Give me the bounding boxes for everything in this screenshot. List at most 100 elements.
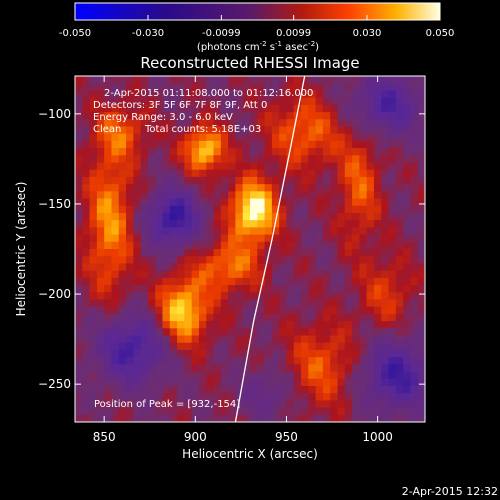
- heatmap-cell: [82, 357, 91, 365]
- heatmap-cell: [250, 205, 258, 214]
- heatmap-cell: [366, 400, 375, 409]
- heatmap-cell: [373, 292, 382, 301]
- heatmap-cell: [417, 148, 425, 156]
- heatmap-cell: [228, 414, 237, 422]
- heatmap-cell: [308, 220, 317, 228]
- heatmap-cell: [366, 263, 375, 272]
- heatmap-cell: [308, 342, 317, 351]
- heatmap-cell: [410, 212, 419, 221]
- heatmap-cell: [337, 169, 346, 178]
- heatmap-cell: [264, 126, 273, 135]
- heatmap-cell: [96, 321, 105, 329]
- heatmap-cell: [286, 119, 295, 128]
- heatmap-cell: [104, 83, 113, 92]
- heatmap-cell: [250, 234, 258, 243]
- heatmap-cell: [213, 270, 222, 279]
- heatmap-cell: [344, 76, 353, 84]
- heatmap-cell: [395, 148, 404, 156]
- heatmap-cell: [82, 169, 91, 178]
- heatmap-cell: [162, 184, 171, 192]
- heatmap-cell: [206, 277, 215, 286]
- heatmap-cell: [352, 184, 360, 192]
- heatmap-cell: [133, 176, 142, 185]
- heatmap-cell: [279, 97, 288, 106]
- heatmap-cell: [111, 90, 120, 99]
- heatmap-cell: [271, 184, 280, 192]
- heatmap-cell: [315, 299, 324, 308]
- heatmap-cell: [395, 176, 404, 185]
- heatmap-cell: [242, 241, 251, 250]
- heatmap-cell: [242, 364, 251, 373]
- heatmap-cell: [155, 335, 164, 344]
- heatmap-cell: [344, 414, 353, 422]
- heatmap-cell: [126, 393, 134, 401]
- heatmap-cell: [344, 256, 353, 265]
- heatmap-cell: [264, 119, 273, 128]
- heatmap-cell: [140, 357, 149, 365]
- heatmap-cell: [147, 385, 156, 394]
- heatmap-cell: [140, 83, 149, 92]
- heatmap-cell: [271, 306, 280, 315]
- heatmap-cell: [220, 285, 229, 293]
- heatmap-cell: [89, 407, 98, 416]
- heatmap-cell: [147, 112, 156, 120]
- heatmap-cell: [264, 133, 273, 142]
- heatmap-cell: [250, 256, 258, 265]
- heatmap-cell: [75, 292, 83, 301]
- heatmap-cell: [96, 349, 105, 358]
- heatmap-cell: [264, 234, 273, 243]
- heatmap-cell: [169, 241, 178, 250]
- heatmap-cell: [118, 162, 127, 171]
- heatmap-cell: [206, 364, 215, 373]
- heatmap-cell: [184, 119, 193, 128]
- heatmap-cell: [344, 277, 353, 286]
- heatmap-cell: [184, 328, 193, 337]
- heatmap-cell: [111, 313, 120, 322]
- heatmap-cell: [126, 198, 134, 207]
- heatmap-cell: [177, 191, 185, 200]
- heatmap-cell: [257, 306, 266, 315]
- heatmap-cell: [352, 328, 360, 337]
- heatmap-cell: [286, 212, 295, 221]
- heatmap-cell: [191, 104, 200, 113]
- heatmap-cell: [82, 241, 91, 250]
- heatmap-cell: [198, 191, 207, 200]
- heatmap-cell: [140, 184, 149, 192]
- heatmap-cell: [403, 140, 412, 149]
- heatmap-cell: [279, 133, 288, 142]
- heatmap-cell: [359, 126, 368, 135]
- heatmap-cell: [410, 306, 419, 315]
- heatmap-cell: [308, 169, 317, 178]
- heatmap-cell: [82, 205, 91, 214]
- heatmap-cell: [228, 313, 237, 322]
- heatmap-cell: [89, 76, 98, 84]
- heatmap-cell: [169, 349, 178, 358]
- heatmap-cell: [381, 133, 390, 142]
- heatmap-cell: [410, 256, 419, 265]
- heatmap-cell: [271, 349, 280, 358]
- heatmap-cell: [271, 321, 280, 329]
- heatmap-cell: [373, 198, 382, 207]
- heatmap-cell: [373, 205, 382, 214]
- heatmap-cell: [89, 299, 98, 308]
- heatmap-cell: [359, 378, 368, 387]
- heatmap-cell: [315, 393, 324, 401]
- heatmap-cell: [162, 90, 171, 99]
- heatmap-cell: [279, 285, 288, 293]
- heatmap-cell: [395, 313, 404, 322]
- heatmap-cell: [301, 313, 309, 322]
- heatmap-cell: [250, 328, 258, 337]
- heatmap-cell: [206, 126, 215, 135]
- heatmap-cell: [279, 393, 288, 401]
- heatmap-cell: [169, 198, 178, 207]
- heatmap-cell: [330, 414, 339, 422]
- heatmap-cell: [162, 342, 171, 351]
- heatmap-cell: [82, 378, 91, 387]
- heatmap-cell: [344, 321, 353, 329]
- heatmap-cell: [344, 119, 353, 128]
- heatmap-cell: [220, 349, 229, 358]
- heatmap-cell: [395, 414, 404, 422]
- heatmap-cell: [344, 212, 353, 221]
- heatmap-cell: [271, 285, 280, 293]
- heatmap-cell: [118, 212, 127, 221]
